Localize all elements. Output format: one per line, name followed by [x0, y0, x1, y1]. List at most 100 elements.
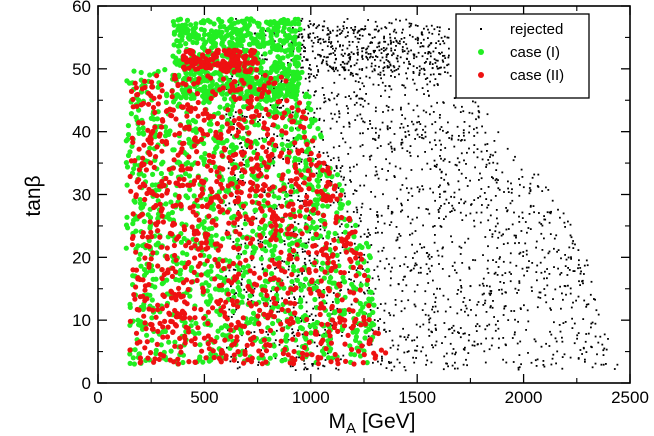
- point-rejected: [440, 66, 442, 69]
- point-rejected: [496, 162, 499, 165]
- point-rejected: [387, 170, 389, 172]
- point-rejected: [356, 58, 359, 61]
- point-rejected: [376, 56, 379, 58]
- point-rejected: [401, 147, 404, 150]
- point-case2: [347, 256, 353, 262]
- point-rejected: [305, 242, 308, 245]
- point-rejected: [305, 58, 308, 61]
- point-rejected: [453, 104, 455, 107]
- point-rejected: [422, 137, 425, 140]
- point-rejected: [546, 277, 548, 280]
- point-rejected: [476, 131, 479, 134]
- point-rejected: [441, 255, 444, 258]
- point-rejected: [433, 159, 436, 162]
- point-case1: [219, 140, 225, 146]
- point-rejected: [391, 54, 393, 57]
- point-rejected: [443, 66, 446, 69]
- point-case1: [189, 162, 195, 168]
- point-case2: [154, 144, 160, 150]
- point-case2: [264, 174, 270, 180]
- point-case1: [127, 360, 133, 366]
- point-rejected: [577, 263, 580, 266]
- point-case2: [288, 189, 294, 195]
- point-rejected: [496, 274, 499, 276]
- point-rejected: [408, 25, 411, 28]
- point-rejected: [325, 60, 328, 63]
- point-case1: [200, 36, 206, 42]
- point-rejected: [336, 95, 339, 97]
- point-rejected: [477, 301, 480, 303]
- point-case1: [208, 28, 215, 34]
- point-rejected: [422, 38, 425, 41]
- point-rejected: [398, 246, 401, 249]
- point-rejected: [485, 337, 487, 340]
- point-rejected: [586, 264, 589, 267]
- point-rejected: [542, 360, 545, 362]
- point-rejected: [448, 275, 451, 278]
- point-rejected: [450, 137, 453, 140]
- point-rejected: [296, 251, 299, 254]
- point-rejected: [356, 163, 358, 166]
- point-case1: [364, 360, 370, 366]
- point-case1: [284, 86, 290, 93]
- point-rejected: [337, 156, 340, 159]
- point-rejected: [307, 24, 310, 27]
- point-rejected: [387, 207, 390, 210]
- point-rejected: [300, 66, 303, 69]
- point-rejected: [335, 165, 338, 168]
- point-case2: [207, 56, 213, 63]
- point-case1: [201, 32, 208, 38]
- point-case1: [293, 96, 299, 102]
- point-rejected: [307, 73, 310, 75]
- point-rejected: [310, 68, 312, 71]
- point-rejected: [538, 212, 540, 214]
- point-rejected: [359, 145, 362, 148]
- point-case1: [233, 43, 239, 49]
- point-case2: [180, 64, 187, 71]
- point-rejected: [555, 340, 558, 343]
- point-rejected: [576, 337, 578, 340]
- point-rejected: [373, 269, 376, 271]
- point-case2: [303, 331, 309, 337]
- point-rejected: [361, 82, 364, 85]
- point-case1: [294, 277, 300, 283]
- point-rejected: [327, 69, 330, 72]
- point-rejected: [489, 153, 492, 156]
- point-rejected: [314, 158, 317, 160]
- point-rejected: [553, 266, 555, 268]
- point-rejected: [310, 262, 312, 265]
- point-rejected: [355, 62, 358, 65]
- point-case2: [313, 231, 319, 237]
- point-rejected: [330, 41, 333, 43]
- point-rejected: [460, 286, 463, 289]
- point-rejected: [450, 210, 453, 212]
- point-rejected: [335, 103, 338, 106]
- point-rejected: [326, 64, 329, 66]
- point-case1: [136, 351, 142, 357]
- point-rejected: [400, 106, 402, 109]
- point-case2: [183, 55, 189, 61]
- point-rejected: [374, 127, 377, 130]
- point-case2: [258, 243, 264, 249]
- point-rejected: [418, 72, 421, 74]
- point-rejected: [316, 254, 319, 257]
- point-case2: [308, 161, 314, 167]
- point-rejected: [395, 31, 398, 34]
- point-case1: [196, 330, 202, 336]
- point-rejected: [372, 292, 375, 295]
- point-rejected: [347, 112, 349, 114]
- point-rejected: [428, 318, 430, 321]
- point-rejected: [308, 76, 310, 79]
- point-rejected: [370, 244, 373, 246]
- point-case1: [244, 158, 250, 165]
- point-rejected: [289, 365, 292, 368]
- point-rejected: [367, 53, 370, 55]
- point-case2: [313, 268, 319, 274]
- point-rejected: [468, 147, 470, 150]
- point-rejected: [410, 49, 412, 52]
- point-rejected: [395, 40, 398, 43]
- point-case1: [242, 269, 248, 275]
- point-rejected: [380, 52, 383, 54]
- point-rejected: [382, 47, 385, 49]
- point-rejected: [423, 73, 426, 76]
